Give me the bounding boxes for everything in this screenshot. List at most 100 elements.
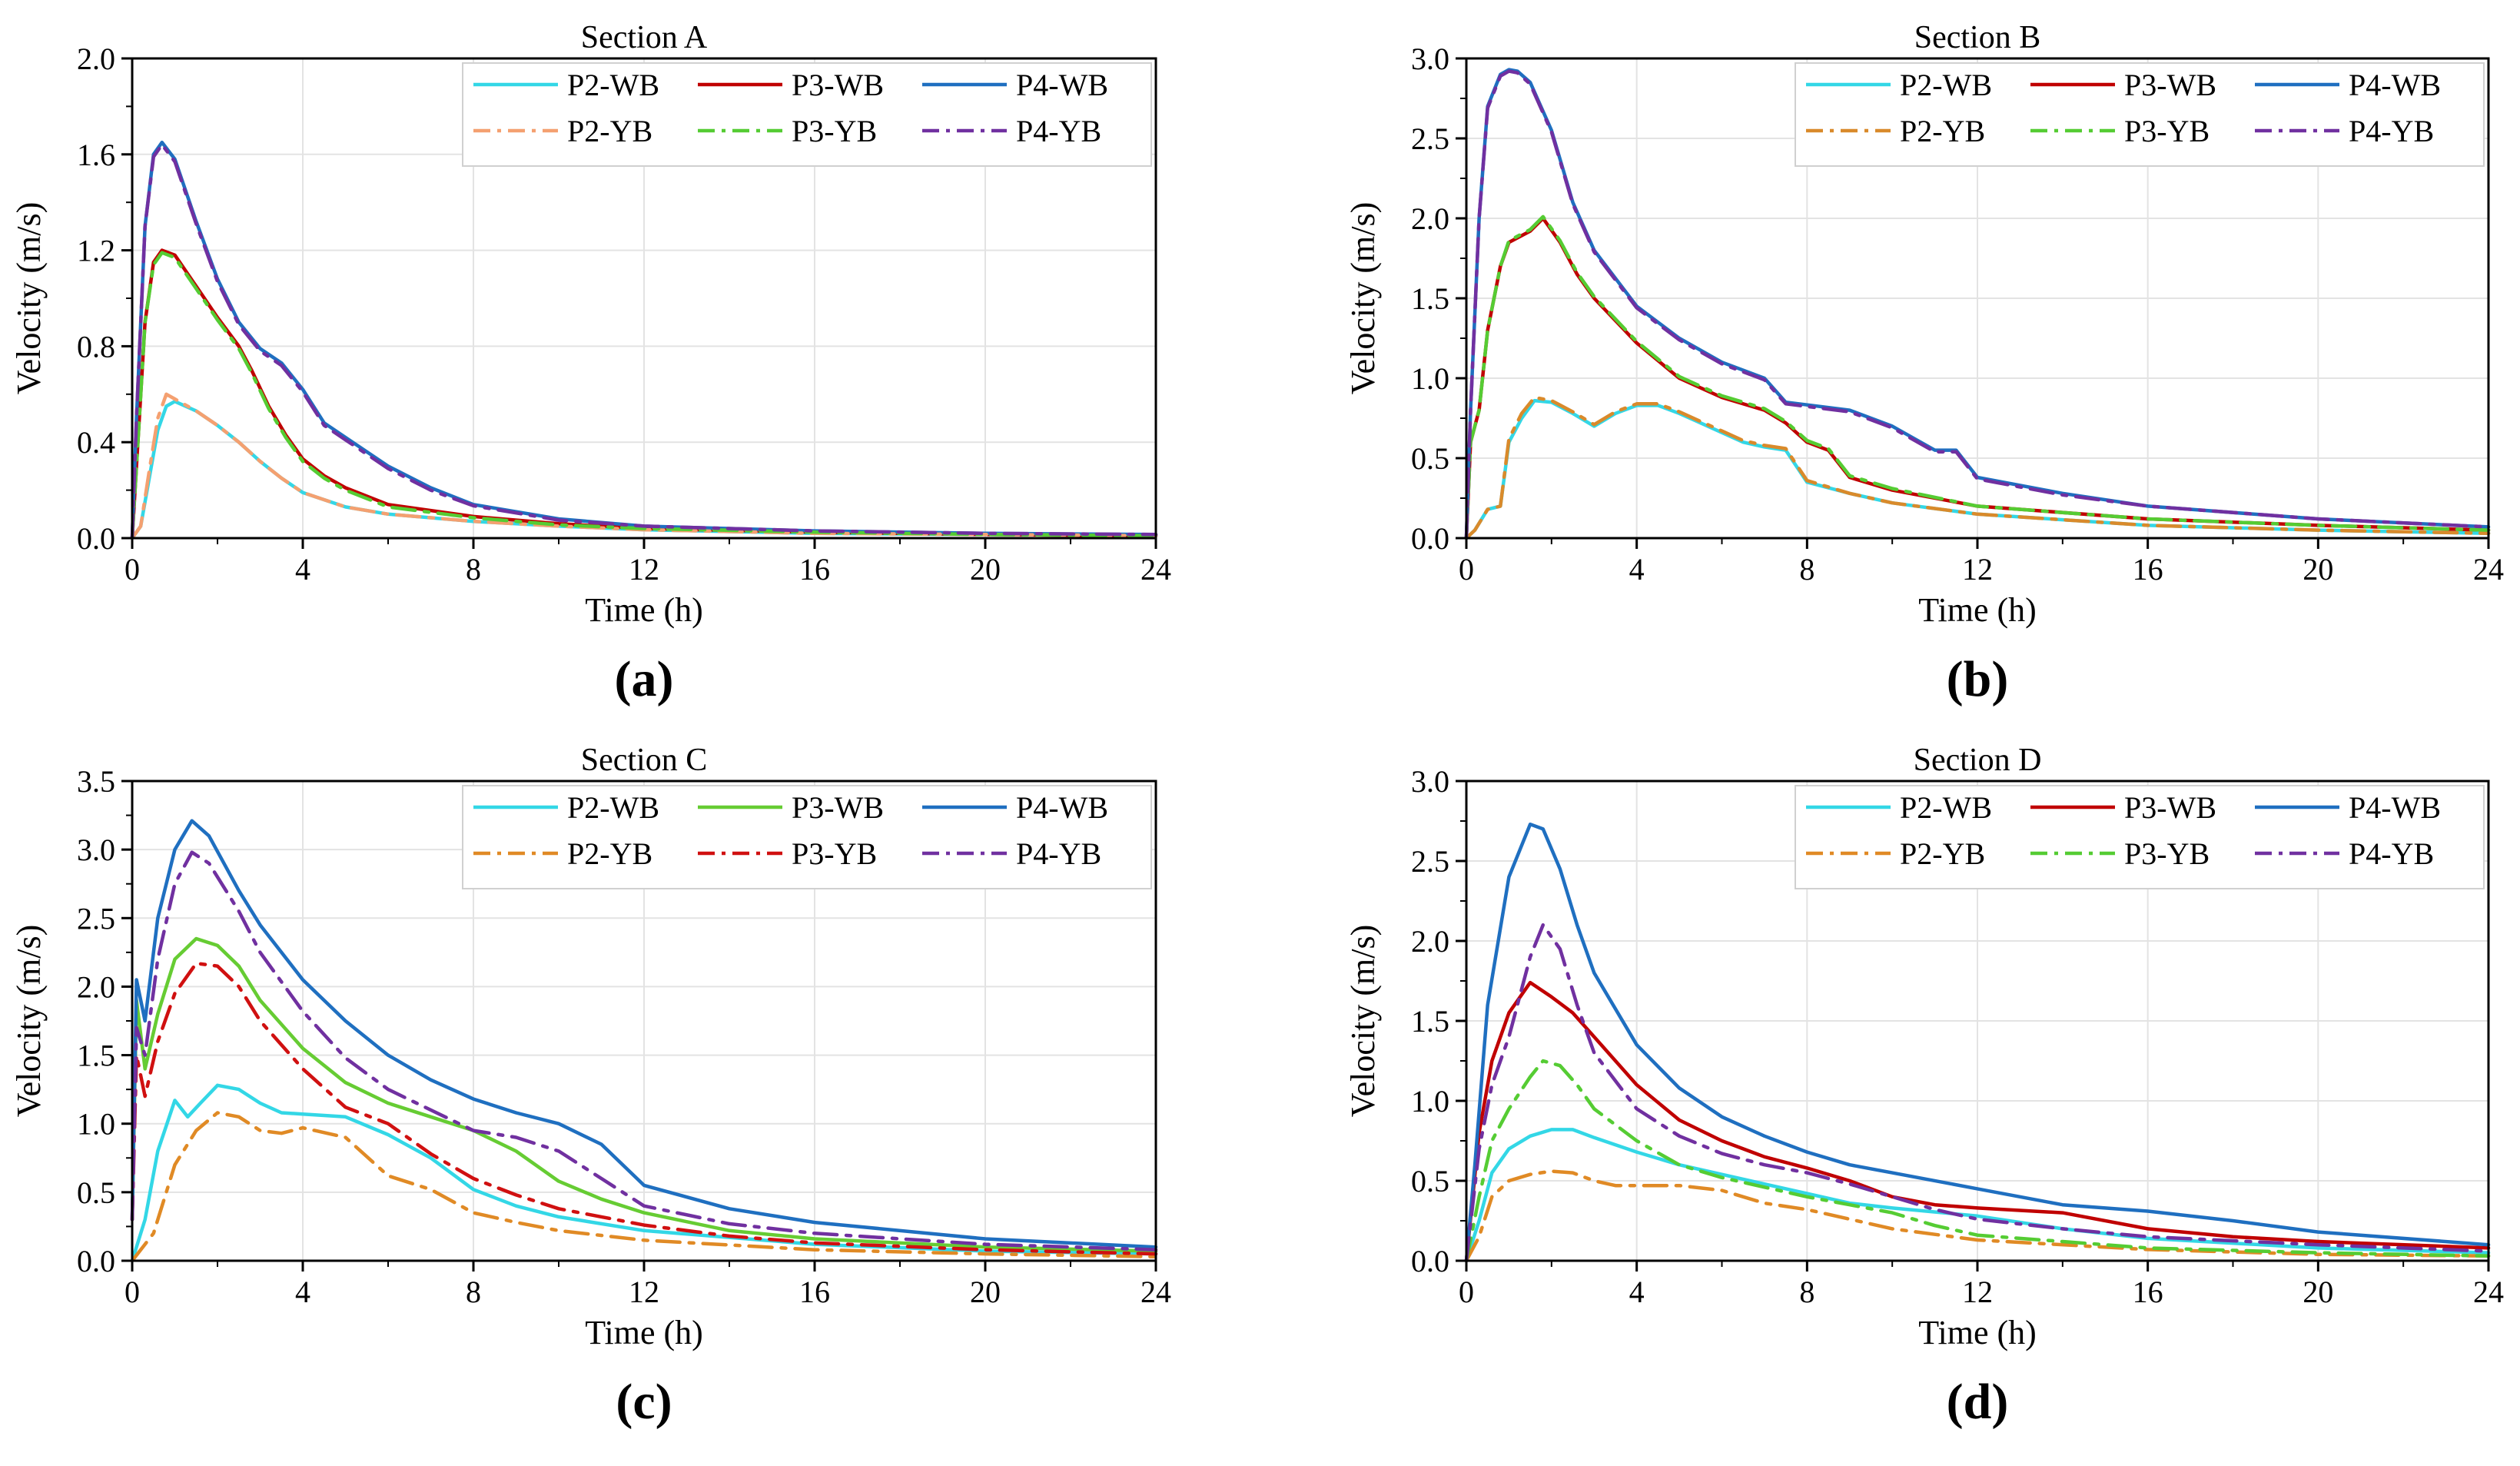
y-axis-title: Velocity (m/s) [1344, 925, 1382, 1118]
y-tick-label: 1.5 [1411, 281, 1449, 316]
legend-box [462, 785, 1152, 889]
series-line-p4-yb [1464, 69, 2491, 540]
y-tick-label: 1.0 [1411, 361, 1449, 396]
y-tick-label: 2.0 [1411, 924, 1449, 959]
legend-label: P3-WB [792, 790, 884, 825]
y-tick-label: 1.6 [77, 138, 115, 172]
x-tick-label: 12 [1962, 1275, 1993, 1309]
y-axis: 0.0 0.5 1.0 1.5 2.0 2.5 3.0 [1411, 42, 1466, 556]
chart-panel-c: 0 4 8 12 16 20 24 0.0 0.5 1.0 1.5 2.0 2.5 3.0 3.5 Secti… [10, 743, 1171, 1430]
series-line-p4-wb [1464, 822, 2491, 1263]
legend-label: P3-YB [792, 114, 877, 148]
y-axis-title: Velocity (m/s) [10, 925, 48, 1118]
legend-label: P4-WB [2349, 68, 2441, 102]
legend-label: P2-WB [567, 790, 659, 825]
x-axis: 0 4 8 12 16 20 24 [1459, 1261, 2504, 1309]
panel-label: (d) [1947, 1374, 2009, 1430]
series-line-p3-yb [130, 251, 1158, 540]
series-lines [1464, 822, 2491, 1263]
x-axis: 0 4 8 12 16 20 24 [1459, 538, 2504, 587]
y-tick-label: 3.0 [1411, 42, 1449, 76]
legend-label: P2-WB [567, 68, 659, 102]
y-tick-label: 1.5 [1411, 1004, 1449, 1039]
series-line-p2-yb [1464, 1169, 2491, 1263]
x-tick-label: 20 [2303, 1275, 2333, 1309]
x-tick-label: 24 [2473, 1275, 2504, 1309]
y-tick-label: 3.5 [77, 764, 115, 799]
x-tick-label: 24 [2473, 552, 2504, 587]
y-tick-label: 2.0 [1411, 201, 1449, 236]
y-tick-label: 2.5 [77, 901, 115, 936]
legend-label: P2-WB [1900, 68, 1992, 102]
panel-label: (b) [1947, 651, 2009, 707]
series-line-p2-yb [130, 1111, 1158, 1263]
series-line-p3-wb [130, 936, 1158, 1253]
y-axis: 0.0 0.5 1.0 1.5 2.0 2.5 3.0 3.5 [77, 764, 132, 1278]
x-tick-label: 24 [1140, 1275, 1171, 1309]
legend-label: P3-YB [792, 836, 877, 871]
x-tick-label: 16 [2133, 1275, 2163, 1309]
series-line-p4-wb [130, 819, 1158, 1249]
legend-label: P3-YB [2124, 836, 2210, 871]
y-axis-title: Velocity (m/s) [1344, 202, 1382, 395]
series-line-p2-yb [1464, 395, 2491, 540]
x-tick-label: 16 [799, 1275, 830, 1309]
legend-box [1795, 785, 2485, 889]
y-tick-label: 1.5 [77, 1039, 115, 1073]
y-tick-label: 1.0 [1411, 1084, 1449, 1119]
legend-label: P2-YB [1900, 114, 1985, 148]
x-tick-label: 16 [799, 552, 830, 587]
legend: P2-WB P3-WB P4-WB P2-YB P3-YB P4-YB [462, 62, 1152, 167]
x-tick-label: 4 [295, 552, 310, 587]
x-tick-label: 0 [1459, 1275, 1474, 1309]
legend-label: P4-WB [1016, 790, 1108, 825]
y-tick-label: 2.5 [1411, 121, 1449, 156]
x-tick-label: 8 [466, 552, 481, 587]
legend-label: P4-YB [2349, 114, 2434, 148]
x-tick-label: 24 [1140, 552, 1171, 587]
y-tick-label: 2.0 [77, 42, 115, 76]
y-tick-label: 0.4 [77, 425, 115, 460]
y-axis: 0.0 0.5 1.0 1.5 2.0 2.5 3.0 [1411, 764, 1466, 1278]
legend-label: P4-WB [1016, 68, 1108, 102]
x-tick-label: 20 [970, 1275, 1001, 1309]
y-tick-label: 0.0 [77, 1244, 115, 1278]
legend-label: P4-WB [2349, 790, 2441, 825]
chart-panel-d: 0 4 8 12 16 20 24 0.0 0.5 1.0 1.5 2.0 2.5 3.0 Section … [1344, 743, 2504, 1430]
y-tick-label: 0.0 [77, 521, 115, 556]
chart-title: Section A [581, 20, 708, 55]
chart-panel-a: 0 4 8 12 16 20 24 0.0 0.4 0.8 1.2 1.6 2.0 Section A Ti… [10, 20, 1171, 707]
x-tick-label: 20 [2303, 552, 2333, 587]
x-axis-title: Time (h) [1918, 591, 2037, 629]
series-line-p3-yb [130, 961, 1158, 1256]
chart-panel-b: 0 4 8 12 16 20 24 0.0 0.5 1.0 1.5 2.0 2.5 3.0 Section … [1344, 20, 2504, 707]
chart-title: Section B [1914, 20, 2041, 55]
x-tick-label: 0 [125, 552, 140, 587]
x-tick-label: 8 [466, 1275, 481, 1309]
series-line-p3-wb [1464, 980, 2491, 1263]
series-line-p3-yb [1464, 214, 2491, 540]
legend-label: P2-WB [1900, 790, 1992, 825]
legend: P2-WB P3-WB P4-WB P2-YB P3-YB P4-YB [462, 785, 1152, 889]
y-tick-label: 1.2 [77, 234, 115, 268]
y-tick-label: 1.0 [77, 1107, 115, 1142]
x-tick-label: 8 [1799, 552, 1814, 587]
x-axis: 0 4 8 12 16 20 24 [125, 538, 1171, 587]
y-tick-label: 0.5 [1411, 441, 1449, 476]
legend: P2-WB P3-WB P4-WB P2-YB P3-YB P4-YB [1795, 62, 2485, 167]
series-line-p4-yb [130, 143, 1158, 540]
gridlines [132, 781, 1156, 1261]
y-tick-label: 0.5 [1411, 1164, 1449, 1198]
x-tick-label: 4 [1629, 552, 1645, 587]
x-tick-label: 12 [629, 1275, 659, 1309]
series-lines [130, 819, 1158, 1263]
legend-label: P3-WB [792, 68, 884, 102]
x-axis-title: Time (h) [585, 1314, 703, 1351]
x-tick-label: 4 [295, 1275, 310, 1309]
y-tick-label: 0.8 [77, 329, 115, 364]
y-tick-label: 2.5 [1411, 844, 1449, 879]
y-axis-title: Velocity (m/s) [10, 202, 48, 395]
x-tick-label: 20 [970, 552, 1001, 587]
series-line-p2-wb [130, 1083, 1158, 1263]
